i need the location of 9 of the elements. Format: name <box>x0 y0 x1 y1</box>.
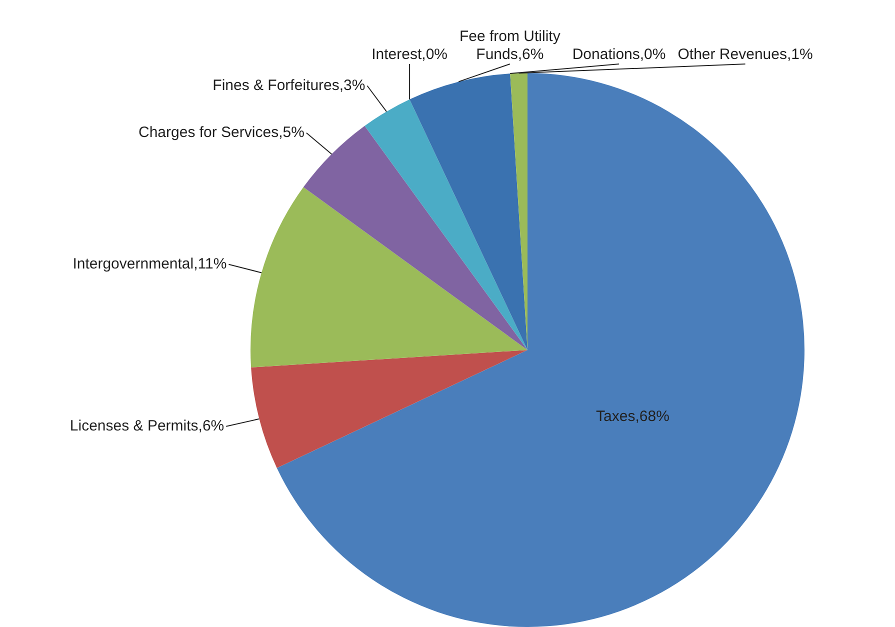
slice-label: Charges for Services,5% <box>138 124 304 142</box>
slice-label: Taxes,68% <box>596 408 670 425</box>
category-label: Donations,0% <box>572 46 666 64</box>
slice-label: Licenses & Permits,6% <box>70 417 224 434</box>
slice-label: Intergovernmental,11% <box>72 255 227 272</box>
category-label: Interest,0% <box>372 46 448 64</box>
slice-label: Fee from Utility Funds,6% <box>459 28 561 64</box>
slice-label: Other Revenues,1% <box>678 46 813 64</box>
slice-label: Fines & Forfeitures,3% <box>212 76 366 94</box>
